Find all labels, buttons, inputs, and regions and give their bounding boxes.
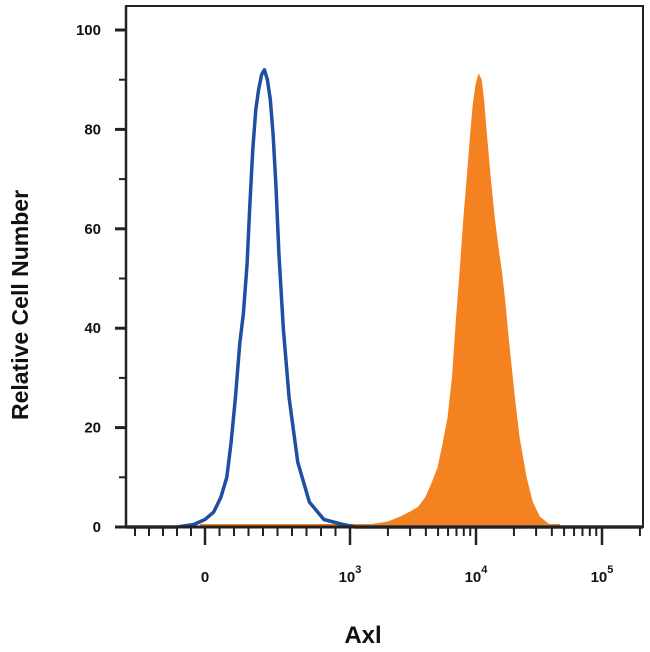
x-tick-label-base: 10 [591, 569, 608, 586]
plot-frame [125, 5, 644, 528]
y-tick-label: 0 [93, 519, 101, 536]
x-tick-label-exponent: 5 [607, 564, 613, 576]
orange-histogram-series [200, 73, 560, 528]
x-tick-label-base: 0 [201, 569, 209, 586]
x-tick-label: 0 [201, 569, 209, 586]
y-axis-ticks: 0 20 40 60 80 100 [76, 22, 126, 536]
x-tick-label-exponent: 4 [481, 564, 488, 576]
x-tick-label-base: 10 [465, 569, 482, 586]
blue-histogram-series [126, 68, 643, 529]
y-tick-label: 40 [84, 320, 101, 337]
y-axis-title: Relative Cell Number [7, 190, 33, 420]
x-axis-title: Axl [344, 622, 381, 649]
x-axis-ticks: 0 103 104 105 [134, 527, 641, 586]
x-tick-label: 103 [339, 564, 362, 586]
orange-histogram-area [349, 73, 559, 528]
y-tick-label: 60 [84, 221, 101, 238]
x-tick-label-exponent: 3 [355, 564, 361, 576]
x-tick-label: 104 [465, 564, 489, 586]
blue-histogram-outline [126, 68, 643, 529]
y-tick-label: 20 [84, 420, 101, 437]
x-tick-label: 105 [591, 564, 614, 586]
y-tick-label: 80 [84, 121, 101, 138]
y-tick-label: 100 [76, 22, 101, 39]
x-tick-label-base: 10 [339, 569, 356, 586]
